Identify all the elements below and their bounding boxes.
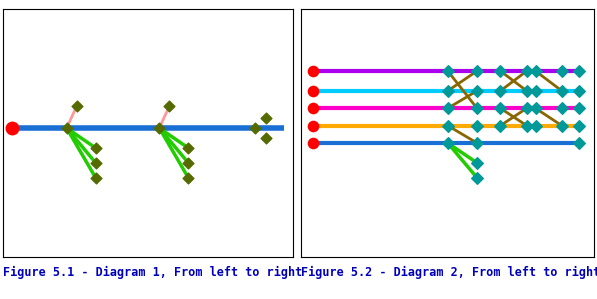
Point xyxy=(261,136,271,141)
Point xyxy=(165,103,174,108)
Point xyxy=(261,116,271,120)
Point xyxy=(574,69,584,74)
Point xyxy=(557,69,567,74)
Point xyxy=(443,69,453,74)
Point xyxy=(496,106,505,111)
Point xyxy=(496,89,505,93)
Point xyxy=(72,103,82,108)
Point xyxy=(496,123,505,128)
Point xyxy=(155,126,164,130)
Point xyxy=(183,175,193,180)
Point xyxy=(472,106,482,111)
Point xyxy=(443,141,453,145)
Point xyxy=(472,161,482,165)
Point xyxy=(522,106,531,111)
Point xyxy=(531,123,540,128)
Point xyxy=(557,89,567,93)
Point xyxy=(250,126,260,130)
Point xyxy=(472,89,482,93)
Point xyxy=(574,141,584,145)
Point xyxy=(91,161,100,165)
Point xyxy=(443,89,453,93)
Point xyxy=(574,123,584,128)
Point xyxy=(522,89,531,93)
Point xyxy=(183,146,193,150)
Point xyxy=(309,141,318,145)
Point xyxy=(309,106,318,111)
Point xyxy=(309,123,318,128)
Text: Figure 5.1 - Diagram 1, From left to right: Figure 5.1 - Diagram 1, From left to rig… xyxy=(3,266,302,279)
Point xyxy=(522,123,531,128)
Point xyxy=(91,146,100,150)
Point xyxy=(472,141,482,145)
Point xyxy=(557,123,567,128)
Text: Figure 5.2 - Diagram 2, From left to right: Figure 5.2 - Diagram 2, From left to rig… xyxy=(301,266,597,279)
Point xyxy=(91,175,100,180)
Point xyxy=(574,106,584,111)
Point xyxy=(496,69,505,74)
Point xyxy=(557,106,567,111)
Point xyxy=(472,175,482,180)
Point xyxy=(309,89,318,93)
Point xyxy=(309,69,318,74)
Point xyxy=(531,106,540,111)
Point xyxy=(472,123,482,128)
Point xyxy=(62,126,72,130)
Point xyxy=(7,126,17,130)
Point xyxy=(522,69,531,74)
Point xyxy=(574,89,584,93)
Point xyxy=(531,89,540,93)
Point xyxy=(443,106,453,111)
Point xyxy=(472,69,482,74)
Point xyxy=(531,69,540,74)
Point xyxy=(443,123,453,128)
Point xyxy=(183,161,193,165)
